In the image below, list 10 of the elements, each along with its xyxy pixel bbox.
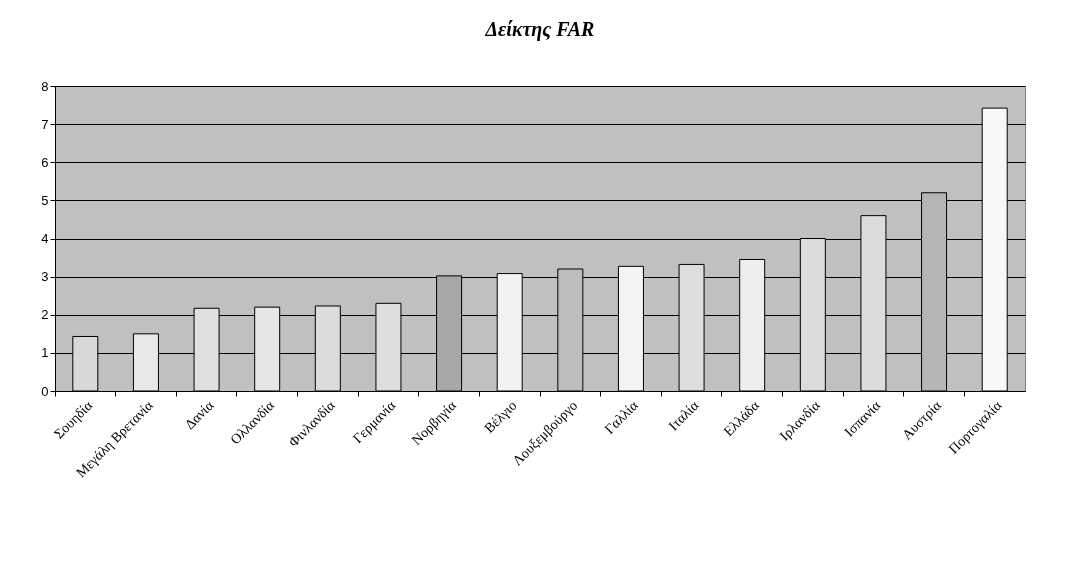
y-tick-label: 4 xyxy=(41,231,49,246)
y-tick-label: 8 xyxy=(41,78,49,94)
y-tick-label: 5 xyxy=(41,192,49,208)
chart-title: Δείκτης FAR xyxy=(484,18,595,41)
y-tick-label: 1 xyxy=(41,345,49,361)
y-tick-label: 2 xyxy=(41,307,49,323)
y-tick-label: 0 xyxy=(41,383,49,399)
y-tick-label: 3 xyxy=(41,269,49,285)
y-tick-label: 7 xyxy=(41,116,49,132)
y-tick-label: 6 xyxy=(41,154,49,170)
